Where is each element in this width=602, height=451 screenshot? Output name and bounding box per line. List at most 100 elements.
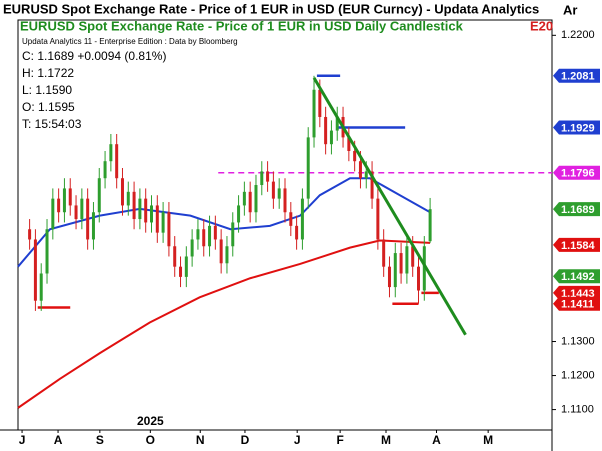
price-tag	[553, 202, 600, 217]
price-tag	[553, 237, 600, 252]
candle-body	[231, 222, 235, 247]
candle-body	[39, 273, 43, 301]
candle-body	[329, 130, 333, 145]
candle-body	[254, 185, 258, 213]
y-tick-label: 1.2200	[561, 29, 595, 41]
info-line: C: 1.1689 +0.0094 (0.81%)	[22, 49, 166, 63]
plot	[17, 74, 552, 409]
chart-subtitle-extra: E20	[530, 18, 553, 33]
candle-body	[422, 246, 426, 291]
trendline	[312, 77, 467, 336]
candle-body	[167, 212, 171, 247]
candle-body	[80, 198, 84, 220]
candle-body	[196, 229, 200, 240]
candle-body	[132, 191, 136, 220]
candle-body	[370, 171, 374, 199]
candle-body	[126, 191, 130, 206]
candle-body	[283, 188, 287, 213]
candle-body	[115, 144, 119, 179]
info-line: L: 1.1590	[22, 83, 72, 97]
candle-body	[155, 205, 159, 233]
candle-body	[225, 246, 229, 264]
year-label: 2025	[137, 414, 164, 428]
candle-body	[161, 212, 165, 233]
candle-body	[242, 191, 246, 206]
candle-body	[74, 205, 78, 220]
axis-header: Ar	[563, 2, 577, 17]
price-tag	[553, 285, 600, 300]
info-line: T: 15:54:03	[22, 117, 82, 131]
x-tick-label: S	[96, 433, 104, 447]
candle-body	[393, 253, 397, 288]
candle-body	[213, 225, 217, 240]
candle-body	[382, 239, 386, 267]
moving-average	[17, 239, 431, 409]
candle-body	[208, 225, 212, 247]
candle-body	[335, 116, 339, 131]
candle-body	[312, 89, 316, 138]
candle-body	[120, 178, 124, 206]
candle-body	[266, 171, 270, 182]
price-tag-label: 1.1929	[561, 122, 595, 134]
candle-body	[144, 198, 148, 223]
candle-body	[86, 198, 90, 240]
candle-body	[417, 266, 420, 291]
candle-body	[376, 198, 380, 240]
candle-body	[109, 144, 113, 162]
candle-body	[62, 188, 66, 213]
candle-body	[295, 225, 299, 240]
candle-body	[138, 198, 142, 220]
info-line: H: 1.1722	[22, 66, 74, 80]
candle-body	[306, 137, 310, 199]
candle-body	[33, 239, 37, 301]
candle-body	[347, 137, 351, 151]
candle-body	[45, 229, 49, 274]
price-tag-label: 1.1796	[561, 168, 595, 180]
candle-body	[364, 171, 368, 179]
candle-body	[277, 188, 281, 199]
candle-body	[324, 116, 328, 145]
candle-body	[91, 212, 95, 240]
candle-body	[271, 181, 275, 199]
chart-title: EURUSD Spot Exchange Rate - Price of 1 E…	[3, 1, 539, 16]
candle-body	[405, 246, 409, 274]
moving-average	[17, 177, 431, 268]
y-tick-label: 1.1100	[561, 403, 594, 415]
candle-body	[289, 212, 293, 226]
chart-subtitle: EURUSD Spot Exchange Rate - Price of 1 E…	[20, 18, 464, 33]
price-tag-label: 1.2081	[561, 71, 595, 83]
candle-body	[428, 209, 432, 242]
x-tick-label: N	[196, 433, 205, 447]
candle-body	[202, 229, 206, 247]
x-tick-label: F	[336, 433, 343, 447]
price-tag-label: 1.1689	[561, 204, 595, 216]
candle-body	[358, 161, 362, 179]
x-tick-label: D	[241, 433, 250, 447]
x-tick-label: O	[146, 433, 155, 447]
candle-body	[57, 198, 61, 213]
x-tick-label: M	[483, 433, 493, 447]
candle-body	[219, 239, 223, 264]
candle-body	[173, 246, 177, 267]
candle-body	[353, 150, 357, 162]
candle-body	[97, 178, 101, 213]
y-tick-label: 1.1200	[561, 369, 595, 381]
candle-body	[184, 256, 188, 277]
candle-body	[411, 246, 415, 267]
candle-body	[248, 191, 252, 213]
candle-body	[387, 266, 391, 288]
x-tick-label: J	[19, 433, 26, 447]
x-tick-label: M	[381, 433, 391, 447]
candle-body	[318, 89, 322, 117]
candle-body	[399, 253, 403, 274]
x-tick-label: A	[432, 433, 441, 447]
candle-body	[179, 266, 183, 277]
x-tick-label: J	[294, 433, 301, 447]
candle-body	[260, 171, 264, 186]
price-tag	[553, 269, 600, 284]
price-tag-label: 1.1584	[561, 240, 596, 252]
candle-body	[51, 198, 55, 230]
x-tick-label: A	[54, 433, 63, 447]
price-tag	[553, 68, 600, 83]
